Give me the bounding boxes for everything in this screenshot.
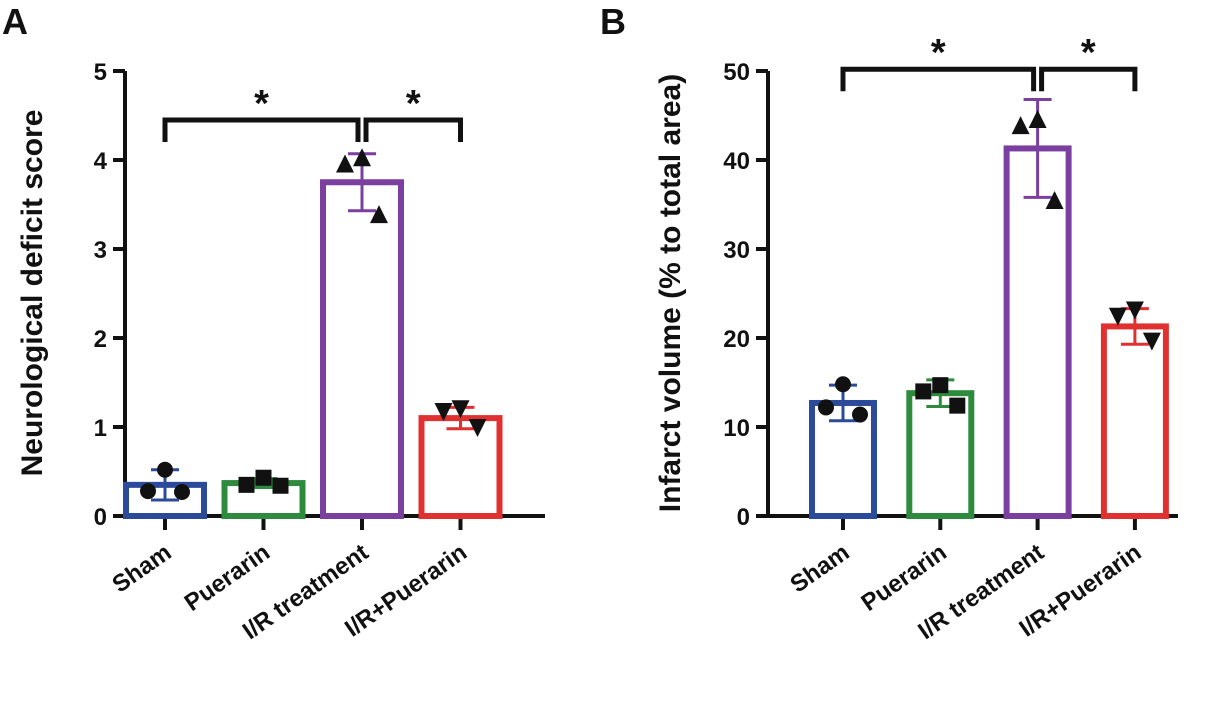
y-tick-label: 3: [94, 237, 107, 264]
y-tick-label: 50: [723, 59, 750, 86]
data-point-triangle-down: [1108, 307, 1127, 326]
data-point-square: [238, 476, 255, 493]
bar-4: [1100, 323, 1169, 519]
data-point-circle: [157, 461, 173, 478]
y-tick-label: 10: [723, 415, 750, 442]
data-point-triangle-down: [1125, 301, 1144, 320]
data-point-triangle-down: [434, 402, 453, 421]
data-point-triangle-up: [1028, 109, 1047, 128]
significance-bracket: [1039, 66, 1138, 92]
data-point-triangle-down: [451, 400, 470, 419]
y-tick-label: 40: [723, 148, 750, 175]
y-axis-title: Infarct volume (% to total area): [654, 74, 687, 512]
x-category-label: Sham: [785, 539, 854, 599]
data-point-triangle-up: [336, 154, 354, 173]
significance-bracket: [840, 66, 1037, 92]
data-point-circle: [174, 483, 190, 500]
significance-bracket: [363, 117, 463, 142]
y-tick-label: 1: [94, 415, 107, 442]
data-point-triangle-up: [1045, 190, 1064, 209]
y-tick-label: 30: [723, 237, 750, 264]
x-category-label: Sham: [107, 539, 176, 599]
panel-a: A Neurological deficit score 0 1 2 3 4 5 Sham Pue…: [2, 1, 545, 645]
data-point-square: [915, 383, 932, 400]
data-point-circle: [818, 399, 834, 416]
y-tick-label: 4: [94, 148, 108, 175]
data-point-circle: [835, 376, 851, 393]
data-point-circle: [140, 483, 156, 500]
data-point-triangle-up: [370, 205, 388, 224]
y-axis-title: Neurological deficit score: [16, 110, 49, 477]
data-point-square: [255, 469, 272, 486]
significance-label: *: [1081, 32, 1096, 74]
data-point-triangle-down: [468, 419, 487, 437]
y-tick-label: 0: [737, 504, 750, 531]
x-category-label: Puerarin: [180, 539, 275, 617]
significance-label: *: [931, 32, 946, 74]
significance-bracket: [162, 117, 361, 142]
data-point-square: [949, 397, 966, 414]
data-point-triangle-up: [353, 148, 371, 167]
y-tick-label: 2: [94, 326, 107, 353]
data-point-triangle-up: [1011, 116, 1030, 135]
data-point-square: [932, 377, 949, 394]
data-point-circle: [852, 406, 868, 423]
y-tick-label: 0: [94, 504, 107, 531]
y-tick-label: 20: [723, 326, 750, 353]
panel-letter: A: [2, 1, 28, 42]
bar-4: [418, 415, 503, 520]
significance-label: *: [406, 83, 421, 125]
panel-letter: B: [600, 1, 626, 42]
significance-label: *: [254, 83, 269, 125]
panel-b: B Infarct volume (% to total area) 0 10 20 30…: [600, 1, 1178, 645]
data-point-triangle-down: [1142, 332, 1161, 351]
y-tick-label: 5: [94, 59, 107, 86]
data-point-square: [272, 477, 289, 494]
bar-3: [320, 179, 404, 519]
